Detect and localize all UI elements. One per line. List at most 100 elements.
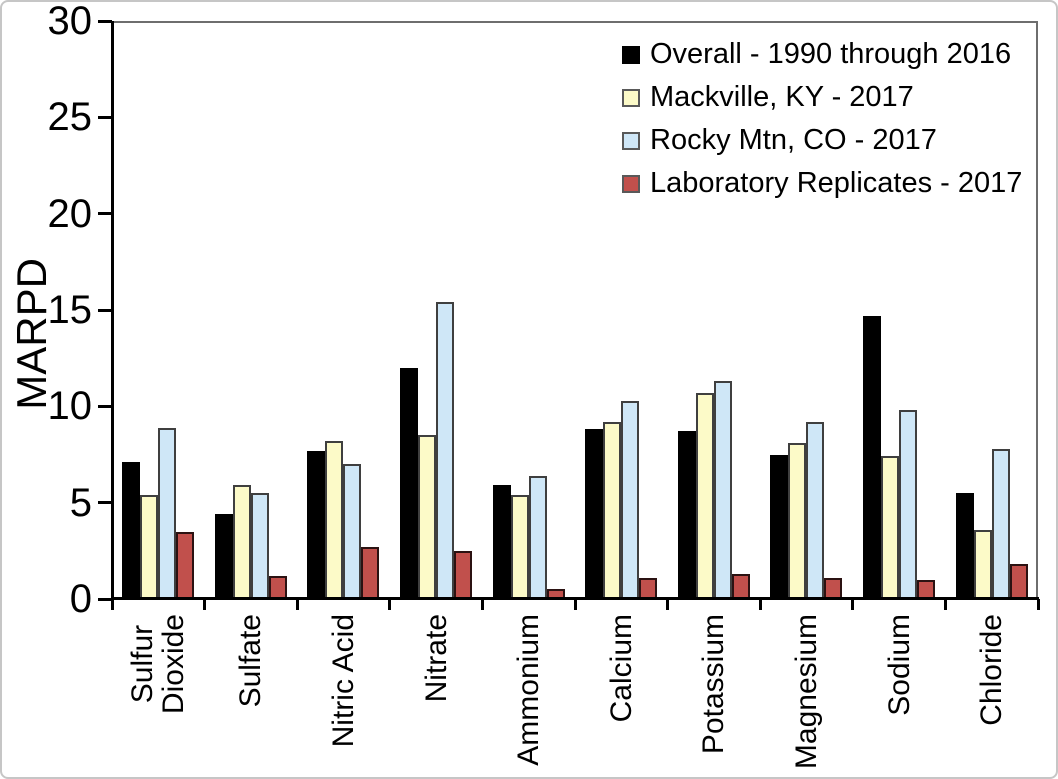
legend-label: Rocky Mtn, CO - 2017: [650, 124, 937, 156]
y-tick-mark: [98, 501, 112, 505]
bar-overall: [307, 450, 326, 599]
x-category-label-text: Nitrate: [419, 614, 453, 703]
bar-overall: [863, 315, 882, 599]
y-tick-mark: [98, 115, 112, 119]
x-category-label: Sodium: [883, 614, 986, 716]
bar-overall: [770, 454, 789, 599]
bar-overall: [955, 493, 974, 599]
y-tick-label: 10: [47, 384, 93, 429]
x-tick-mark: [388, 599, 392, 610]
bar-group: [668, 21, 761, 599]
legend-label: Laboratory Replicates - 2017: [650, 167, 1023, 199]
bar-mackville: [232, 485, 251, 599]
bar-laboratory: [268, 575, 287, 599]
bar-group: [760, 21, 853, 599]
bar-laboratory: [454, 550, 473, 599]
legend-swatch: [622, 131, 640, 150]
bar-overall: [214, 514, 233, 599]
bar-group: [575, 21, 668, 599]
bar-mackville: [695, 392, 714, 599]
bar-rocky: [158, 427, 177, 599]
x-category-label-text: Magnesium: [790, 614, 823, 770]
legend-item: Mackville, KY - 2017: [622, 76, 1022, 119]
bar-laboratory: [361, 546, 380, 599]
bar-laboratory: [917, 579, 936, 599]
bar-overall: [585, 429, 604, 599]
bar-group: [112, 21, 205, 599]
bar-laboratory: [824, 577, 843, 599]
bar-rocky: [991, 448, 1010, 599]
x-axis-line: [111, 597, 1039, 600]
bar-overall: [677, 431, 696, 599]
bar-group: [297, 21, 390, 599]
bar-group: [390, 21, 483, 599]
legend-swatch: [622, 45, 640, 64]
bar-mackville: [603, 421, 622, 599]
legend-item: Overall - 1990 through 2016: [622, 33, 1022, 76]
x-category-label-text: Sulfate: [234, 614, 268, 708]
bar-laboratory: [546, 589, 565, 599]
bar-rocky: [528, 475, 547, 599]
x-category-label-text: Potassium: [697, 614, 731, 755]
x-tick-mark: [480, 599, 484, 610]
y-tick-mark: [98, 19, 112, 23]
bar-rocky: [343, 464, 362, 599]
bar-mackville: [418, 435, 437, 599]
y-axis-line: [111, 21, 114, 599]
y-tick-label: 20: [47, 191, 93, 236]
y-tick-mark: [98, 597, 112, 601]
bar-mackville: [510, 494, 529, 599]
bar-rocky: [806, 421, 825, 599]
x-category-label-text: Calcium: [604, 614, 638, 723]
y-tick-label: 0: [69, 577, 92, 621]
y-tick-label: 30: [47, 0, 93, 43]
bar-rocky: [436, 302, 455, 599]
x-category-label-text: Nitric Acid: [327, 614, 360, 748]
bar-laboratory: [639, 577, 658, 599]
legend-label: Overall - 1990 through 2016: [650, 38, 1012, 70]
legend: Overall - 1990 through 2016 Mackville, KY…: [622, 33, 1022, 205]
bar-overall: [122, 462, 141, 599]
x-tick-mark: [203, 599, 207, 610]
x-tick-mark: [295, 599, 299, 610]
x-category-label-text: Sodium: [882, 614, 916, 716]
x-tick-mark: [943, 599, 947, 610]
bar-mackville: [325, 441, 344, 599]
y-tick-mark: [98, 308, 112, 312]
legend-swatch: [622, 174, 640, 193]
bar-group: [945, 21, 1038, 599]
bar-mackville: [788, 442, 807, 599]
bar-group: [853, 21, 946, 599]
legend-label: Mackville, KY - 2017: [650, 81, 914, 113]
bar-laboratory: [731, 573, 750, 599]
x-tick-mark: [110, 599, 114, 610]
bar-rocky: [899, 410, 918, 599]
x-tick-mark: [573, 599, 577, 610]
bar-overall: [400, 367, 419, 599]
x-category-label: Sulfate: [234, 614, 328, 707]
bar-laboratory: [1009, 564, 1028, 599]
bar-overall: [492, 485, 511, 599]
bar-mackville: [973, 529, 992, 599]
bar-group: [482, 21, 575, 599]
legend-item: Laboratory Replicates - 2017: [622, 162, 1022, 205]
bar-mackville: [881, 456, 900, 599]
plot-area: Overall - 1990 through 2016 Mackville, KY…: [111, 21, 1039, 600]
x-category-label: Nitrate: [420, 614, 509, 702]
x-category-label: Chloride: [975, 614, 1056, 726]
y-tick-label: 25: [47, 95, 93, 140]
y-tick-label: 5: [69, 480, 92, 525]
bar-rocky: [713, 381, 732, 599]
x-category-label-text: Sulfur Dioxide: [126, 614, 191, 715]
bar-group: [205, 21, 298, 599]
bar-mackville: [140, 494, 159, 599]
x-category-label-text: Chloride: [975, 614, 1009, 726]
legend-swatch: [622, 88, 640, 107]
x-category-label: Sulfur Dioxide: [126, 614, 227, 714]
y-tick-mark: [98, 404, 112, 408]
x-category-label-text: Ammonium: [512, 614, 546, 766]
x-tick-mark: [1036, 599, 1040, 610]
x-tick-mark: [758, 599, 762, 610]
x-tick-mark: [851, 599, 855, 610]
